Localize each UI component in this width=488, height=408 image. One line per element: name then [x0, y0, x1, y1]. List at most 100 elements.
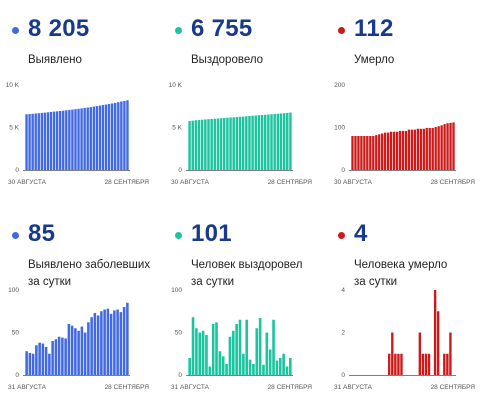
bar	[122, 307, 126, 375]
y-tick-label: 50	[175, 330, 183, 337]
x-end-label: 28 СЕНТЯБРЯ	[268, 179, 313, 186]
bar	[98, 105, 102, 170]
bar	[263, 114, 267, 170]
bar	[289, 358, 292, 375]
bar	[58, 111, 62, 170]
bar	[89, 107, 92, 170]
bar	[43, 112, 47, 170]
bar	[49, 111, 53, 170]
bar	[440, 125, 443, 170]
y-tick-label: 10 K	[169, 82, 183, 89]
stat-panel: 101 Человек выздоровел за сутки 0 50 100 31 АВ…	[163, 205, 318, 405]
y-tick-label: 100	[171, 287, 182, 294]
stat-value: 8 205	[28, 15, 90, 42]
bar	[278, 358, 282, 375]
x-start-label: 31 АВГУСТА	[334, 384, 373, 391]
y-tick-label: 100	[334, 125, 345, 132]
y-tick-label: 100	[8, 287, 19, 294]
legend-dot-icon	[338, 27, 345, 34]
stat-label-line: за сутки	[191, 276, 235, 288]
legend-dot-icon	[175, 232, 182, 239]
bar	[95, 106, 99, 170]
bar	[65, 110, 68, 170]
bar	[446, 123, 449, 170]
bar	[427, 353, 431, 375]
x-end-label: 28 СЕНТЯБРЯ	[105, 384, 150, 391]
bar	[83, 107, 86, 170]
bar	[395, 131, 399, 170]
bar	[218, 351, 222, 375]
bar	[96, 315, 100, 375]
bar	[410, 129, 414, 170]
bar	[394, 353, 397, 375]
bar	[360, 136, 363, 170]
bar	[71, 109, 74, 170]
bar	[228, 336, 232, 375]
bar	[64, 338, 67, 375]
stat-panel: 85 Выявлено заболевших за сутки 0 50 100 31 АВ…	[0, 205, 155, 405]
bar	[428, 127, 431, 170]
bar	[436, 311, 440, 375]
y-tick-label: 0	[341, 372, 345, 379]
bar	[106, 308, 110, 375]
bar	[242, 353, 245, 375]
y-tick-label: 5 K	[9, 125, 19, 132]
y-tick-label: 200	[334, 82, 345, 89]
bar	[200, 119, 204, 170]
stat-panel: 4 Человека умерло за сутки 0 2 4 31 АВГУСТА 28 …	[326, 205, 481, 405]
stat-label-line: Выявлено заболевших	[28, 259, 151, 271]
bar	[388, 353, 391, 375]
stat-label-line: Человек выздоровел	[191, 259, 303, 271]
x-start-label: 31 АВГУСТА	[171, 384, 210, 391]
bar	[116, 309, 119, 375]
bar	[407, 129, 411, 170]
stat-label: Выявлено заболевших за сутки	[28, 257, 163, 291]
bar	[251, 115, 254, 170]
bar	[103, 309, 106, 375]
bar	[100, 311, 103, 375]
bar	[391, 332, 394, 375]
bar	[400, 353, 403, 375]
bar	[44, 346, 48, 375]
bar	[229, 117, 232, 170]
bar	[437, 126, 440, 170]
bar	[198, 332, 202, 375]
stat-label: Умерло	[354, 52, 488, 69]
bar	[188, 121, 191, 170]
x-start-label: 30 АВГУСТА	[334, 179, 373, 186]
bar	[282, 353, 285, 375]
bar	[109, 313, 113, 375]
y-tick-label: 0	[15, 372, 19, 379]
bar	[366, 136, 369, 170]
bar	[188, 358, 191, 375]
bar	[452, 122, 455, 170]
bar	[195, 328, 198, 375]
bar	[38, 342, 41, 375]
bar-chart: 0 5 K 10 K 30 АВГУСТА 28 СЕНТЯБРЯ	[169, 82, 313, 186]
stat-label-line: за сутки	[354, 276, 398, 288]
bar	[41, 343, 45, 375]
bar	[119, 312, 123, 375]
y-tick-label: 2	[341, 330, 345, 337]
y-tick-label: 50	[12, 330, 20, 337]
stat-label-line: за сутки	[28, 276, 72, 288]
bar	[286, 112, 289, 170]
x-end-label: 28 СЕНТЯБРЯ	[105, 179, 150, 186]
bar	[28, 114, 31, 170]
legend-dot-icon	[338, 232, 345, 239]
bar	[386, 132, 390, 170]
bar	[384, 132, 387, 170]
bar	[37, 113, 40, 170]
legend-dot-icon	[175, 27, 182, 34]
bar	[62, 110, 65, 170]
bar-chart: 0 50 100 31 АВГУСТА 28 СЕНТЯБРЯ	[8, 287, 150, 391]
bar	[416, 128, 420, 170]
bar	[87, 322, 90, 375]
bar	[254, 115, 257, 170]
stat-panel: 112 Умерло 0 100 200 30 АВГУСТА 28 СЕНТЯБРЯ	[326, 0, 481, 200]
bar	[74, 328, 77, 375]
x-end-label: 28 СЕНТЯБРЯ	[268, 384, 313, 391]
y-tick-label: 0	[178, 372, 182, 379]
y-tick-label: 5 K	[172, 125, 182, 132]
bar	[207, 119, 210, 170]
